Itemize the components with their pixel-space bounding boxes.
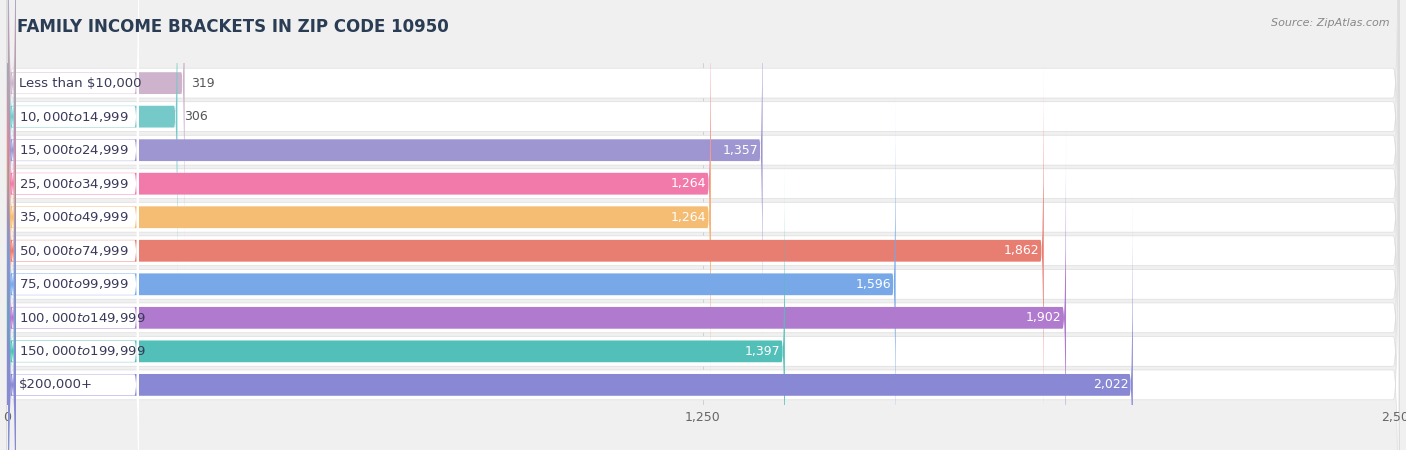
FancyBboxPatch shape [8, 0, 15, 408]
Text: $25,000 to $34,999: $25,000 to $34,999 [20, 177, 129, 191]
Text: $150,000 to $199,999: $150,000 to $199,999 [20, 344, 146, 358]
FancyBboxPatch shape [8, 0, 139, 450]
Text: $15,000 to $24,999: $15,000 to $24,999 [20, 143, 129, 157]
FancyBboxPatch shape [7, 0, 1399, 450]
FancyBboxPatch shape [7, 194, 1133, 450]
Text: 1,264: 1,264 [671, 177, 706, 190]
FancyBboxPatch shape [8, 94, 15, 450]
Text: $50,000 to $74,999: $50,000 to $74,999 [20, 244, 129, 258]
FancyBboxPatch shape [8, 27, 15, 450]
FancyBboxPatch shape [7, 0, 184, 274]
FancyBboxPatch shape [8, 0, 15, 450]
FancyBboxPatch shape [8, 0, 15, 374]
Text: Less than $10,000: Less than $10,000 [20, 76, 142, 90]
Text: 1,902: 1,902 [1026, 311, 1062, 324]
FancyBboxPatch shape [7, 0, 1399, 450]
FancyBboxPatch shape [8, 127, 139, 450]
Text: $10,000 to $14,999: $10,000 to $14,999 [20, 110, 129, 124]
FancyBboxPatch shape [8, 94, 139, 450]
FancyBboxPatch shape [8, 0, 15, 441]
FancyBboxPatch shape [7, 0, 1399, 450]
FancyBboxPatch shape [7, 64, 1399, 450]
FancyBboxPatch shape [7, 0, 1399, 450]
FancyBboxPatch shape [7, 0, 762, 341]
FancyBboxPatch shape [8, 60, 15, 450]
FancyBboxPatch shape [8, 0, 15, 341]
FancyBboxPatch shape [7, 161, 785, 450]
Text: $35,000 to $49,999: $35,000 to $49,999 [20, 210, 129, 224]
FancyBboxPatch shape [8, 0, 139, 341]
FancyBboxPatch shape [8, 27, 139, 450]
Text: 1,596: 1,596 [856, 278, 891, 291]
FancyBboxPatch shape [7, 127, 1066, 450]
FancyBboxPatch shape [8, 127, 15, 450]
FancyBboxPatch shape [7, 0, 177, 307]
FancyBboxPatch shape [7, 0, 1399, 437]
Text: 306: 306 [184, 110, 208, 123]
FancyBboxPatch shape [8, 60, 139, 450]
Text: Source: ZipAtlas.com: Source: ZipAtlas.com [1271, 18, 1389, 28]
FancyBboxPatch shape [8, 0, 15, 450]
Text: $100,000 to $149,999: $100,000 to $149,999 [20, 311, 146, 325]
FancyBboxPatch shape [7, 0, 1399, 404]
FancyBboxPatch shape [8, 0, 139, 441]
FancyBboxPatch shape [8, 0, 139, 450]
Text: 319: 319 [191, 76, 215, 90]
Text: 1,397: 1,397 [745, 345, 780, 358]
Text: 1,357: 1,357 [723, 144, 758, 157]
Text: $75,000 to $99,999: $75,000 to $99,999 [20, 277, 129, 291]
FancyBboxPatch shape [7, 60, 1043, 441]
FancyBboxPatch shape [8, 0, 139, 374]
FancyBboxPatch shape [8, 0, 139, 408]
Text: $200,000+: $200,000+ [20, 378, 93, 392]
Text: FAMILY INCOME BRACKETS IN ZIP CODE 10950: FAMILY INCOME BRACKETS IN ZIP CODE 10950 [17, 18, 449, 36]
FancyBboxPatch shape [7, 0, 711, 374]
Text: 1,264: 1,264 [671, 211, 706, 224]
FancyBboxPatch shape [7, 27, 711, 408]
FancyBboxPatch shape [7, 0, 1399, 450]
FancyBboxPatch shape [7, 94, 896, 450]
FancyBboxPatch shape [7, 0, 1399, 450]
Text: 1,862: 1,862 [1004, 244, 1039, 257]
FancyBboxPatch shape [7, 31, 1399, 450]
Text: 2,022: 2,022 [1092, 378, 1129, 392]
